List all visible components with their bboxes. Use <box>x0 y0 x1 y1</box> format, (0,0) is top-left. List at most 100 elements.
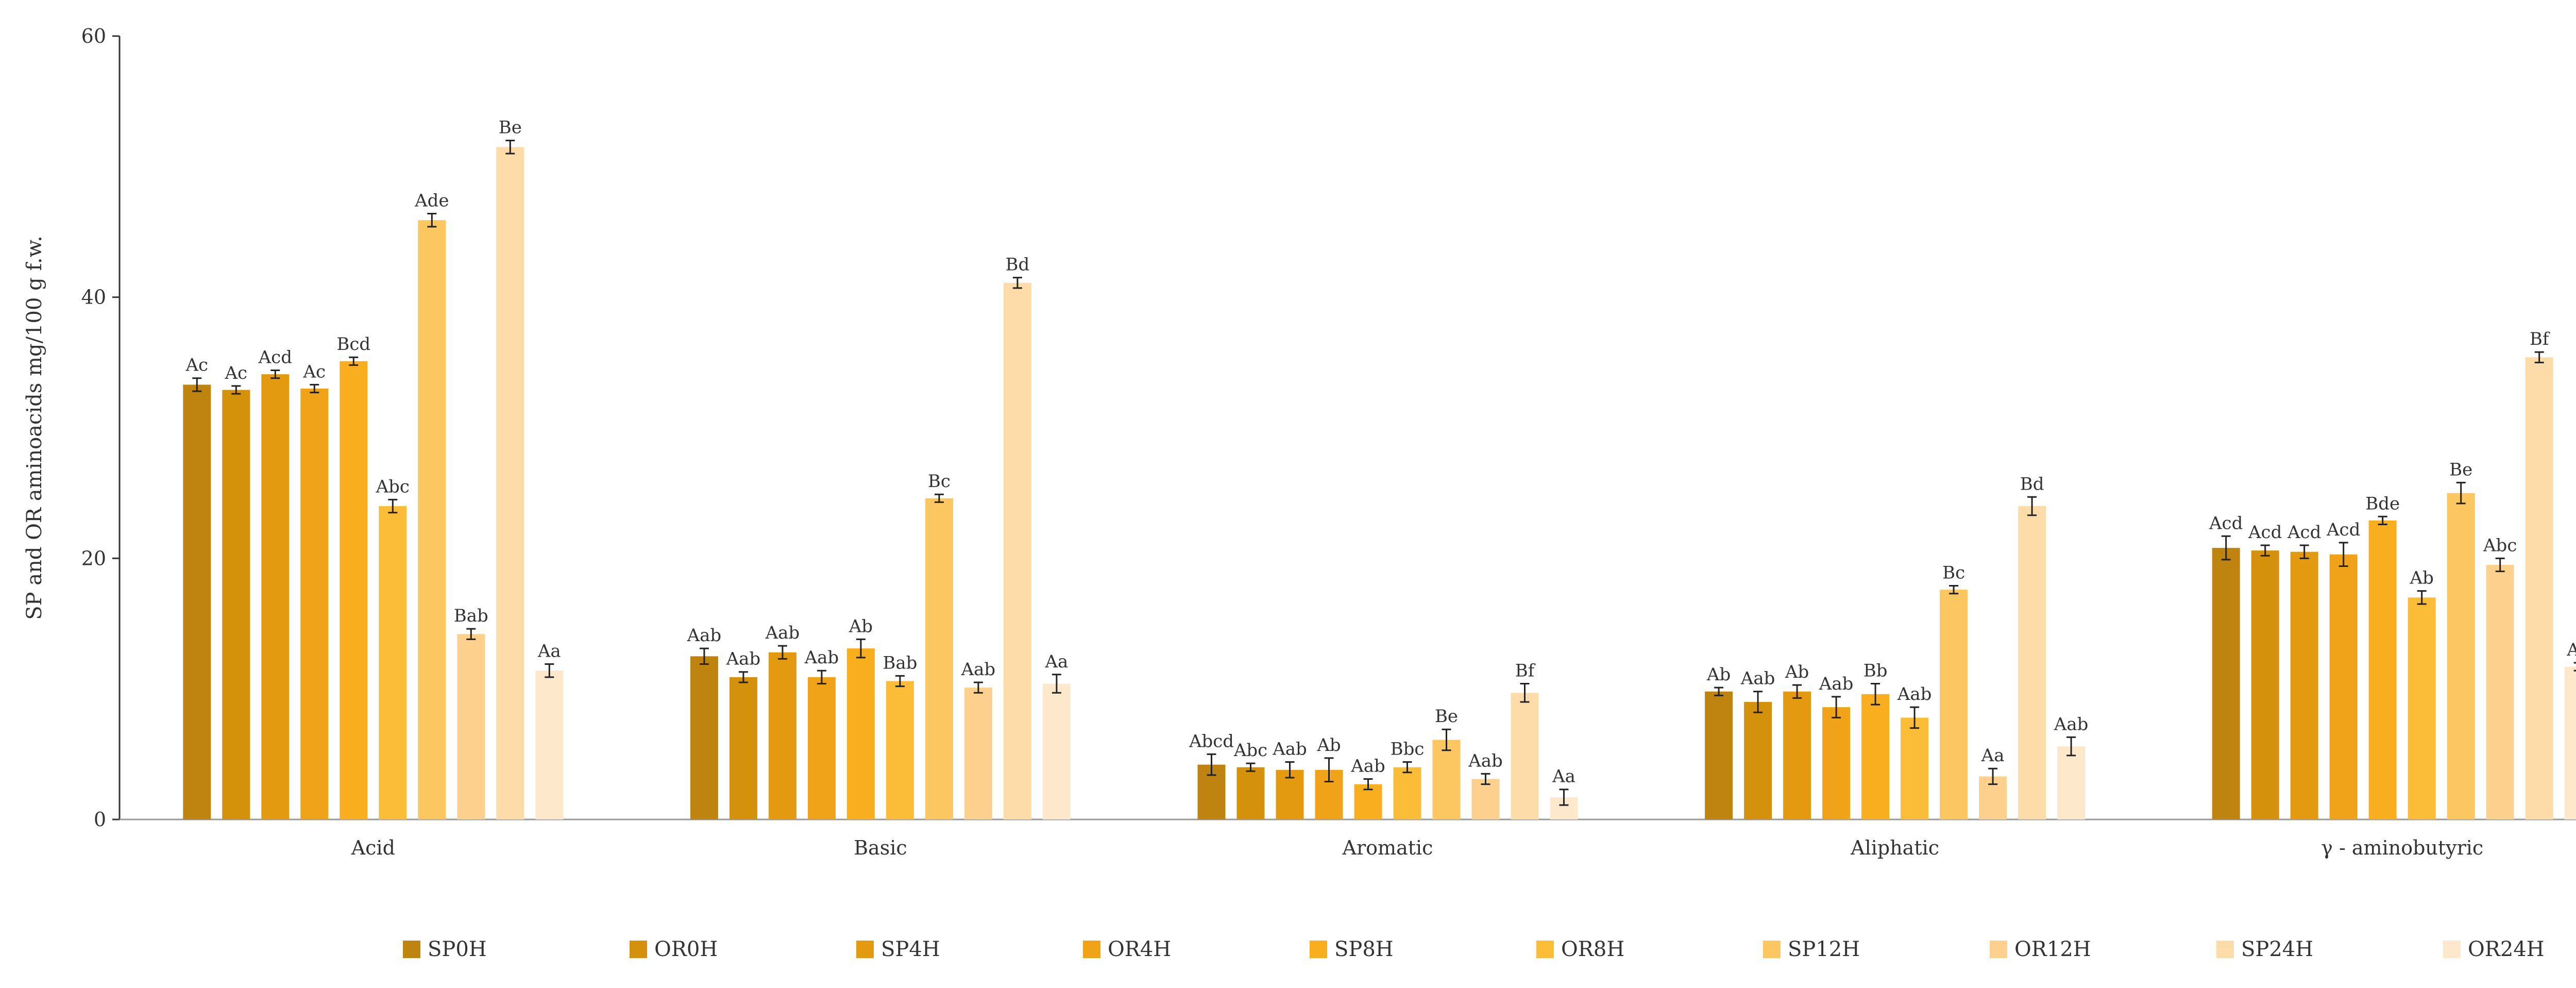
data-label: Ac <box>224 363 247 383</box>
data-label: Ab <box>849 616 873 637</box>
data-label: Abc <box>376 476 410 497</box>
bar-sp24h-4 <box>2018 506 2046 819</box>
data-label: Bc <box>1942 563 1965 583</box>
data-label: Bf <box>2530 329 2550 349</box>
data-label: Ab <box>1706 664 1731 685</box>
bar-sp8h-1 <box>340 361 368 819</box>
y-tick-label: 40 <box>81 286 106 309</box>
data-label: Ab <box>1785 662 1809 682</box>
legend-swatch-or8h <box>1536 941 1554 958</box>
bar-or8h-4 <box>1901 717 1929 819</box>
legend-label: OR24H <box>2468 937 2545 961</box>
data-label: Be <box>499 118 522 138</box>
legend-swatch-or24h <box>2443 941 2461 958</box>
x-category-label: Basic <box>854 836 907 859</box>
legend-label: SP0H <box>428 937 487 961</box>
bar-sp24h-3 <box>1511 693 1539 819</box>
data-label: Ab <box>1316 735 1341 756</box>
data-label: Acd <box>2287 522 2321 543</box>
legend-swatch-sp8h <box>1310 941 1327 958</box>
data-label: Aab <box>687 625 722 646</box>
data-label: Abc <box>2483 535 2517 556</box>
bar-sp8h-4 <box>1861 694 1890 819</box>
bar-sp0h-5 <box>2212 548 2240 819</box>
data-label: Aa <box>537 641 561 662</box>
bar-sp24h-1 <box>496 147 524 819</box>
data-label: Aab <box>1819 674 1854 694</box>
data-label: Bab <box>454 606 488 626</box>
data-label: Bb <box>1863 661 1888 681</box>
bar-sp4h-4 <box>1783 691 1811 819</box>
legend-label: OR0H <box>654 937 718 961</box>
legend-swatch-or4h <box>1083 941 1100 958</box>
legend-swatch-sp0h <box>403 941 420 958</box>
data-label: Acd <box>2326 520 2360 540</box>
bar-or8h-3 <box>1393 767 1421 819</box>
bar-or0h-3 <box>1236 767 1265 819</box>
x-category-label: γ - aminobutyric <box>2321 836 2483 859</box>
data-label: Aab <box>961 659 996 680</box>
bar-or0h-2 <box>729 677 757 819</box>
bar-or24h-2 <box>1042 683 1071 819</box>
bar-sp12h-4 <box>1940 590 1968 819</box>
legend-label: OR12H <box>2014 937 2091 961</box>
bar-or4h-1 <box>300 389 329 819</box>
bar-sp12h-2 <box>925 498 953 819</box>
legend-label: OR4H <box>1108 937 1171 961</box>
data-label: Aab <box>1897 684 1932 705</box>
x-category-label: Aromatic <box>1342 836 1433 859</box>
y-axis-label: SP and OR aminoacids mg/100 g f.w. <box>23 236 46 620</box>
data-label: Aab <box>1350 756 1385 776</box>
legend-label: SP12H <box>1788 937 1860 961</box>
data-label: Aab <box>765 623 800 643</box>
bar-sp0h-2 <box>690 656 718 819</box>
bar-or8h-2 <box>886 681 914 819</box>
y-tick-label: 60 <box>81 25 106 47</box>
bar-sp8h-5 <box>2368 520 2397 819</box>
bar-sp4h-5 <box>2290 551 2318 819</box>
legend-swatch-sp4h <box>856 941 874 958</box>
data-label: Bde <box>2365 493 2400 514</box>
data-label: Acd <box>2209 513 2243 533</box>
bar-sp24h-5 <box>2525 357 2553 819</box>
legend-swatch-or12h <box>1990 941 2007 958</box>
data-label: Bbc <box>1391 739 1425 760</box>
bar-sp0h-4 <box>1705 691 1733 819</box>
bar-or24h-1 <box>535 671 564 819</box>
bar-sp12h-5 <box>2447 493 2475 819</box>
bar-sp8h-2 <box>846 648 875 819</box>
bar-sp0h-1 <box>183 384 211 819</box>
bar-or24h-4 <box>2057 746 2086 819</box>
legend-label: OR8H <box>1561 937 1624 961</box>
data-label: Bcd <box>336 334 370 355</box>
bar-or0h-4 <box>1744 702 1772 819</box>
data-label: Bf <box>1515 661 1536 681</box>
bar-sp24h-2 <box>1003 282 1031 819</box>
bar-or12h-1 <box>457 634 485 819</box>
data-label: Ac <box>302 361 326 382</box>
legend-label: SP24H <box>2241 937 2313 961</box>
data-label: Be <box>2449 459 2472 480</box>
x-category-label: Aliphatic <box>1850 836 1939 859</box>
data-label: Aa <box>1044 651 1068 672</box>
legend-swatch-sp12h <box>1763 941 1781 958</box>
data-label: Ade <box>414 191 449 211</box>
data-label: Aa <box>2566 640 2576 660</box>
data-label: Aab <box>1468 750 1503 771</box>
legend-label: SP4H <box>881 937 940 961</box>
bar-or12h-3 <box>1471 779 1500 819</box>
bar-or4h-4 <box>1822 707 1851 819</box>
legend-swatch-or0h <box>630 941 647 958</box>
bar-or24h-5 <box>2564 666 2576 819</box>
data-label: Aab <box>804 647 839 668</box>
legend-label: SP8H <box>1334 937 1394 961</box>
x-category-label: Acid <box>351 836 395 859</box>
bar-sp12h-3 <box>1432 740 1461 819</box>
bar-or12h-5 <box>2486 565 2514 819</box>
data-label: Abcd <box>1189 731 1234 751</box>
bar-sp12h-1 <box>418 220 446 820</box>
data-label: Bc <box>928 471 951 492</box>
data-label: Aab <box>1272 739 1307 760</box>
y-tick-label: 20 <box>81 547 106 570</box>
